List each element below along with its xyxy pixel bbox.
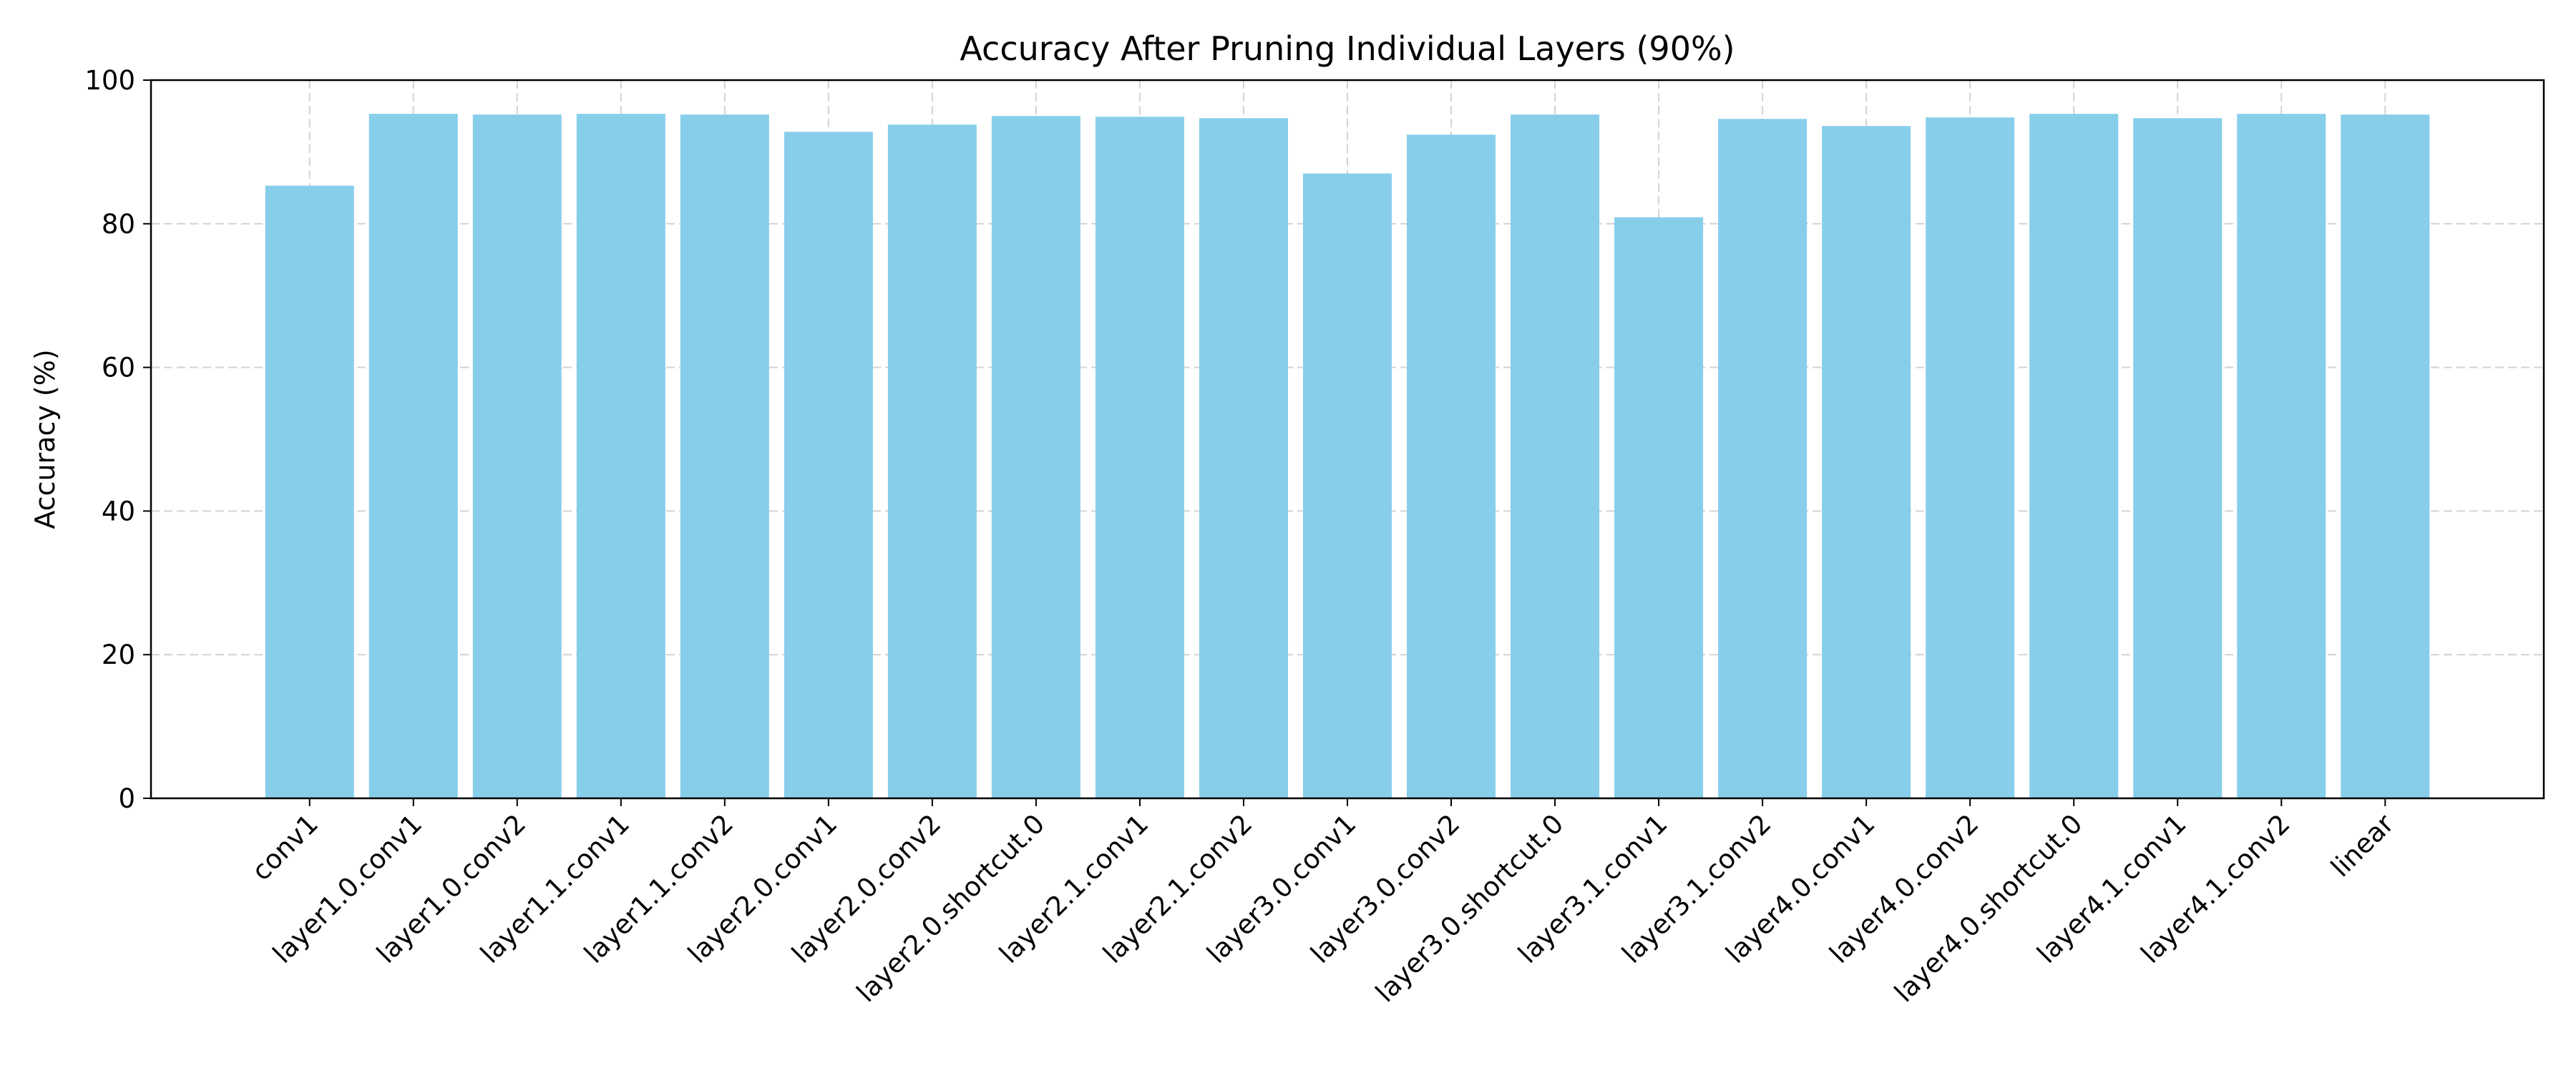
bar-layer4.0.conv1 (1822, 126, 1911, 799)
bar-layer2.0.conv2 (887, 124, 977, 799)
x-tick-label: linear (2325, 808, 2400, 883)
bar-layer4.1.conv1 (2133, 118, 2223, 798)
y-tick-label: 60 (102, 353, 135, 383)
bar-layer3.1.conv2 (1718, 119, 1807, 798)
bar-layer1.0.conv2 (472, 114, 562, 798)
bar-layer2.0.conv1 (784, 132, 873, 799)
x-tick-label: layer4.0.shortcut.0 (1888, 808, 2088, 1008)
bar-layer1.0.conv1 (369, 114, 458, 799)
plot-frame (150, 79, 2545, 800)
y-tick-label: 20 (102, 640, 135, 670)
bar-layer3.0.conv1 (1302, 173, 1392, 798)
chart-title: Accuracy After Pruning Individual Layers… (960, 29, 1735, 68)
x-tick-label: layer2.0.shortcut.0 (851, 808, 1050, 1008)
y-axis-ticks: 0 20 40 60 80 100 (84, 65, 151, 814)
bars-layer (265, 114, 2430, 799)
bar-layer2.0.shortcut.0 (991, 116, 1080, 798)
x-tick-label: layer3.0.shortcut.0 (1370, 808, 1569, 1008)
bar-linear (2341, 114, 2430, 798)
bar-layer4.0.conv2 (1926, 117, 2015, 798)
bar-layer1.1.conv2 (680, 114, 769, 798)
bar-layer3.0.shortcut.0 (1511, 114, 1600, 798)
bar-layer4.1.conv2 (2237, 114, 2326, 799)
bar-layer2.1.conv1 (1095, 117, 1184, 799)
bar-conv1 (265, 185, 354, 798)
bar-layer3.0.conv2 (1407, 134, 1496, 798)
x-axis-ticks: conv1layer1.0.conv1layer1.0.conv2layer1.… (246, 798, 2400, 1008)
bar-layer1.1.conv1 (576, 114, 665, 799)
y-axis-label: Accuracy (%) (29, 349, 61, 529)
x-tick-label: conv1 (246, 808, 325, 887)
bar-layer2.1.conv2 (1199, 118, 1288, 798)
y-tick-label: 0 (118, 783, 135, 814)
bar-layer4.0.shortcut.0 (2029, 114, 2119, 799)
y-tick-label: 40 (102, 496, 135, 526)
y-tick-label: 80 (102, 209, 135, 240)
bar-layer3.1.conv1 (1614, 217, 1704, 798)
y-tick-label: 100 (84, 65, 135, 96)
